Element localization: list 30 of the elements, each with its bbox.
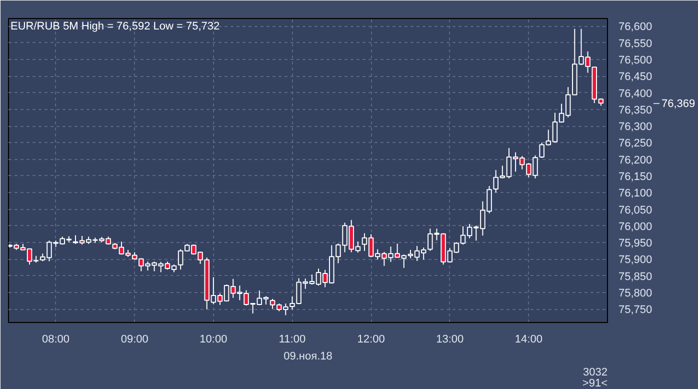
x-axis-title: 09.ноя.18 (284, 350, 332, 362)
y-tick-label: 75,750 (618, 304, 652, 316)
x-tick-label: 14:00 (514, 334, 542, 346)
y-tick-label: 76,000 (618, 220, 652, 233)
y-tick-label: 76,500 (618, 54, 652, 66)
x-tick-label: 11:00 (278, 334, 306, 346)
y-tick-label: 76,300 (618, 121, 652, 134)
y-tick-label: 75,800 (618, 288, 652, 300)
y-tick-label: 76,400 (618, 88, 652, 100)
y-tick-label: 76,450 (618, 71, 652, 84)
text: 3032 (583, 366, 608, 378)
x-tick-label: 12:00 (357, 334, 385, 346)
x-tick-label: 08:00 (42, 334, 70, 346)
y-tick-label: 75,950 (618, 238, 652, 250)
y-tick-label: 75,900 (618, 254, 652, 266)
y-tick-label: 76,050 (618, 204, 652, 216)
y-tick-label: 75,850 (618, 270, 652, 283)
y-tick-label: 76,100 (618, 188, 652, 200)
chart-title: EUR/RUB 5M High = 76,592 Low = 75,732 (10, 20, 220, 32)
x-tick-label: 10:00 (200, 334, 228, 346)
x-tick-label: 13:00 (436, 334, 464, 346)
y-tick-label: 76,150 (618, 170, 652, 183)
y-tick-label: 76,350 (618, 104, 652, 116)
y-tick-label: 76,550 (618, 38, 652, 50)
y-tick-label: 76,200 (618, 154, 652, 166)
x-tick-label: 09:00 (120, 334, 148, 346)
text: >91< (582, 378, 608, 389)
y-tick-label: 76,250 (618, 138, 652, 150)
y-tick-label: 76,600 (618, 21, 652, 34)
text: 76,369 (662, 98, 696, 110)
